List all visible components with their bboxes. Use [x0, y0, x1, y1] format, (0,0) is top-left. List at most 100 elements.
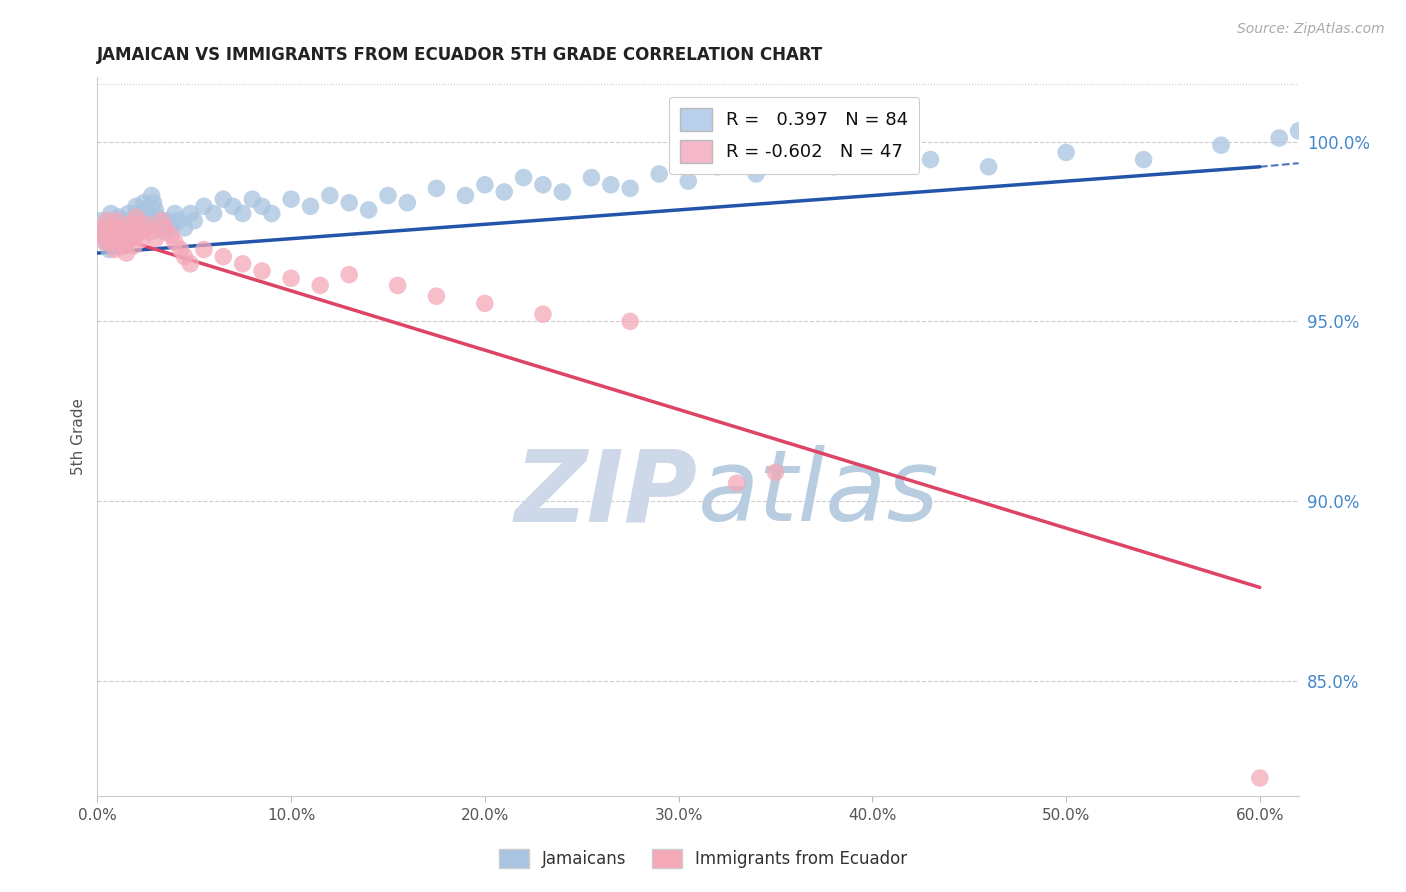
Point: [125, 210, 148, 224]
Point: [232, 257, 254, 271]
Point: [127, 210, 149, 224]
Point: [104, 243, 127, 257]
Point: [581, 170, 603, 185]
Point: [101, 217, 124, 231]
Point: [1306, 131, 1329, 145]
Point: [105, 232, 128, 246]
Point: [148, 217, 170, 231]
Point: [765, 466, 787, 480]
Point: [129, 225, 152, 239]
Point: [250, 199, 273, 213]
Point: [179, 206, 201, 220]
Point: [494, 185, 516, 199]
Point: [100, 206, 122, 220]
Point: [619, 181, 641, 195]
Point: [212, 250, 235, 264]
Legend: R =   0.397   N = 84, R = -0.602   N = 47: R = 0.397 N = 84, R = -0.602 N = 47: [669, 96, 920, 174]
Point: [141, 225, 163, 239]
Point: [745, 167, 768, 181]
Point: [152, 225, 174, 239]
Point: [127, 217, 149, 231]
Point: [1249, 771, 1271, 785]
Point: [110, 225, 132, 239]
Point: [337, 268, 360, 282]
Point: [357, 202, 380, 217]
Point: [107, 210, 129, 224]
Point: [111, 213, 134, 227]
Point: [107, 220, 129, 235]
Legend: Jamaicans, Immigrants from Ecuador: Jamaicans, Immigrants from Ecuador: [492, 842, 914, 875]
Point: [387, 278, 409, 293]
Point: [1209, 138, 1232, 153]
Point: [114, 220, 136, 235]
Point: [125, 206, 148, 220]
Point: [115, 235, 138, 250]
Point: [98, 220, 121, 235]
Point: [90, 213, 112, 227]
Point: [135, 217, 157, 231]
Point: [163, 235, 186, 250]
Point: [1054, 145, 1077, 160]
Point: [163, 206, 186, 220]
Point: [725, 476, 748, 491]
Point: [319, 188, 342, 202]
Point: [142, 195, 165, 210]
Point: [299, 199, 322, 213]
Point: [125, 199, 148, 213]
Point: [173, 250, 195, 264]
Point: [280, 271, 302, 285]
Point: [167, 213, 190, 227]
Point: [96, 213, 118, 227]
Point: [179, 257, 201, 271]
Text: atlas: atlas: [697, 445, 939, 542]
Point: [120, 213, 142, 227]
Point: [110, 217, 132, 231]
Point: [860, 145, 883, 160]
Point: [98, 243, 121, 257]
Point: [91, 228, 114, 243]
Point: [920, 153, 942, 167]
Point: [104, 225, 127, 239]
Point: [454, 188, 477, 202]
Text: JAMAICAN VS IMMIGRANTS FROM ECUADOR 5TH GRADE CORRELATION CHART: JAMAICAN VS IMMIGRANTS FROM ECUADOR 5TH …: [97, 46, 824, 64]
Point: [377, 188, 399, 202]
Point: [193, 199, 215, 213]
Point: [425, 289, 447, 303]
Point: [474, 296, 496, 310]
Point: [280, 192, 302, 206]
Point: [129, 217, 152, 231]
Point: [101, 235, 124, 250]
Point: [100, 228, 122, 243]
Point: [212, 192, 235, 206]
Point: [1132, 153, 1154, 167]
Point: [222, 199, 245, 213]
Point: [105, 239, 128, 253]
Point: [145, 202, 167, 217]
Point: [132, 195, 155, 210]
Point: [706, 160, 728, 174]
Point: [977, 160, 1000, 174]
Point: [309, 278, 332, 293]
Point: [146, 210, 169, 224]
Point: [1288, 124, 1310, 138]
Point: [599, 178, 621, 192]
Point: [260, 206, 283, 220]
Y-axis label: 5th Grade: 5th Grade: [72, 398, 86, 475]
Point: [115, 246, 138, 260]
Point: [160, 220, 183, 235]
Point: [1268, 131, 1291, 145]
Point: [141, 188, 163, 202]
Point: [619, 314, 641, 328]
Point: [823, 160, 845, 174]
Point: [531, 178, 554, 192]
Point: [474, 178, 496, 192]
Point: [193, 243, 215, 257]
Point: [169, 243, 191, 257]
Point: [120, 225, 142, 239]
Point: [138, 217, 160, 231]
Point: [121, 232, 143, 246]
Point: [94, 235, 117, 250]
Text: Source: ZipAtlas.com: Source: ZipAtlas.com: [1237, 22, 1385, 37]
Point: [337, 195, 360, 210]
Point: [425, 181, 447, 195]
